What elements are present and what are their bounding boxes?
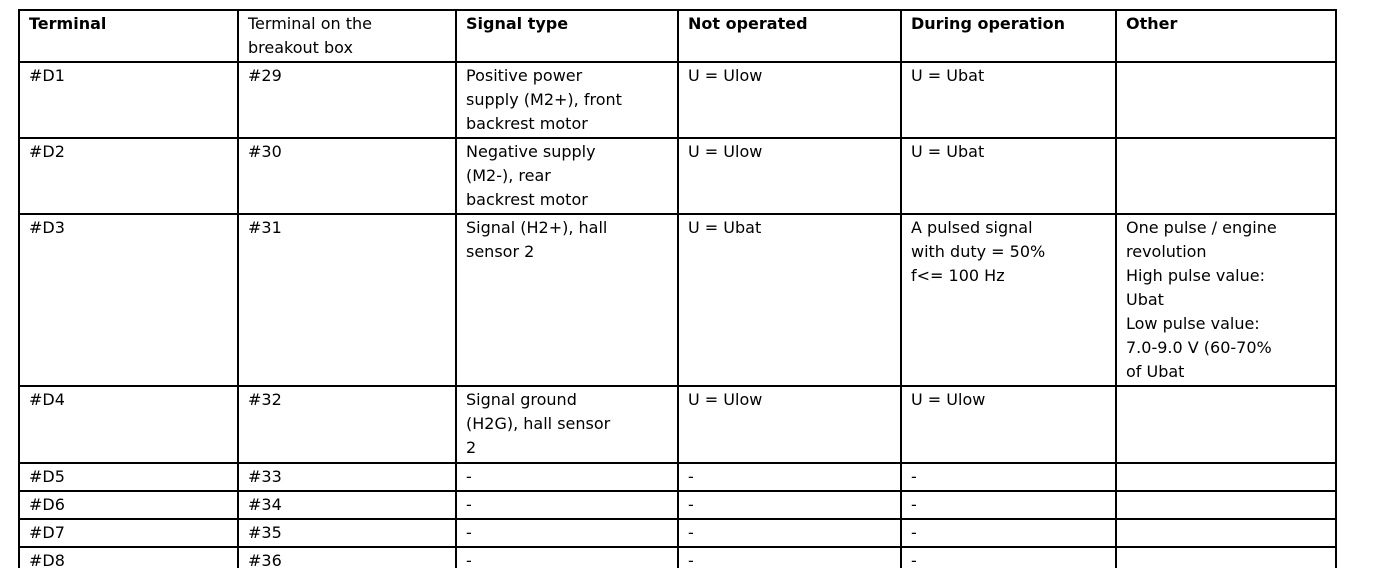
- cell-signal-type: -: [455, 518, 679, 548]
- cell-signal-type: Signal (H2+), hall sensor 2: [455, 213, 679, 387]
- cell-during-operation: -: [900, 518, 1117, 548]
- cell-other: [1115, 61, 1337, 139]
- cell-breakout-terminal: #33: [237, 462, 457, 492]
- cell-not-operated: U = Ulow: [677, 137, 902, 215]
- column-header-not-operated: Not operated: [677, 9, 902, 63]
- cell-terminal: #D6: [18, 490, 239, 520]
- cell-during-operation: A pulsed signal with duty = 50% f<= 100 …: [900, 213, 1117, 387]
- table-row-d2: #D2 #30 Negative supply (M2-), rear back…: [18, 137, 1337, 215]
- cell-other: [1115, 385, 1337, 464]
- cell-terminal: #D2: [18, 137, 239, 215]
- terminal-signal-table: Terminal Terminal on the breakout box Si…: [18, 9, 1337, 568]
- cell-breakout-terminal: #34: [237, 490, 457, 520]
- cell-breakout-terminal: #32: [237, 385, 457, 464]
- cell-terminal: #D8: [18, 546, 239, 568]
- cell-terminal: #D3: [18, 213, 239, 387]
- column-header-signal-type: Signal type: [455, 9, 679, 63]
- cell-not-operated: -: [677, 490, 902, 520]
- column-header-terminal: Terminal: [18, 9, 239, 63]
- cell-terminal: #D4: [18, 385, 239, 464]
- cell-signal-type: Positive power supply (M2+), front backr…: [455, 61, 679, 139]
- cell-terminal: #D7: [18, 518, 239, 548]
- cell-breakout-terminal: #36: [237, 546, 457, 568]
- table-row-d3: #D3 #31 Signal (H2+), hall sensor 2 U = …: [18, 213, 1337, 387]
- cell-during-operation: U = Ubat: [900, 137, 1117, 215]
- table-row-d8: #D8 #36 - - -: [18, 546, 1337, 568]
- column-header-breakout-box: Terminal on the breakout box: [237, 9, 457, 63]
- table-row-d7: #D7 #35 - - -: [18, 518, 1337, 548]
- cell-signal-type: -: [455, 546, 679, 568]
- cell-terminal: #D5: [18, 462, 239, 492]
- table-row-d5: #D5 #33 - - -: [18, 462, 1337, 492]
- cell-signal-type: -: [455, 462, 679, 492]
- column-header-other: Other: [1115, 9, 1337, 63]
- cell-during-operation: U = Ubat: [900, 61, 1117, 139]
- cell-terminal: #D1: [18, 61, 239, 139]
- cell-breakout-terminal: #30: [237, 137, 457, 215]
- cell-breakout-terminal: #29: [237, 61, 457, 139]
- cell-signal-type: -: [455, 490, 679, 520]
- table-row-d1: #D1 #29 Positive power supply (M2+), fro…: [18, 61, 1337, 139]
- cell-other: [1115, 137, 1337, 215]
- cell-not-operated: U = Ulow: [677, 385, 902, 464]
- cell-during-operation: -: [900, 490, 1117, 520]
- cell-not-operated: -: [677, 462, 902, 492]
- cell-not-operated: -: [677, 518, 902, 548]
- table-row-d4: #D4 #32 Signal ground (H2G), hall sensor…: [18, 385, 1337, 464]
- cell-not-operated: -: [677, 546, 902, 568]
- cell-not-operated: U = Ulow: [677, 61, 902, 139]
- table-row-d6: #D6 #34 - - -: [18, 490, 1337, 520]
- cell-other: [1115, 546, 1337, 568]
- cell-breakout-terminal: #31: [237, 213, 457, 387]
- cell-other: [1115, 462, 1337, 492]
- cell-during-operation: U = Ulow: [900, 385, 1117, 464]
- cell-breakout-terminal: #35: [237, 518, 457, 548]
- cell-signal-type: Signal ground (H2G), hall sensor 2: [455, 385, 679, 464]
- cell-other: [1115, 518, 1337, 548]
- cell-during-operation: -: [900, 462, 1117, 492]
- cell-during-operation: -: [900, 546, 1117, 568]
- column-header-during-operation: During operation: [900, 9, 1117, 63]
- cell-other: [1115, 490, 1337, 520]
- cell-signal-type: Negative supply (M2-), rear backrest mot…: [455, 137, 679, 215]
- cell-not-operated: U = Ubat: [677, 213, 902, 387]
- table-header-row: Terminal Terminal on the breakout box Si…: [18, 9, 1337, 63]
- cell-other: One pulse / engine revolution High pulse…: [1115, 213, 1337, 387]
